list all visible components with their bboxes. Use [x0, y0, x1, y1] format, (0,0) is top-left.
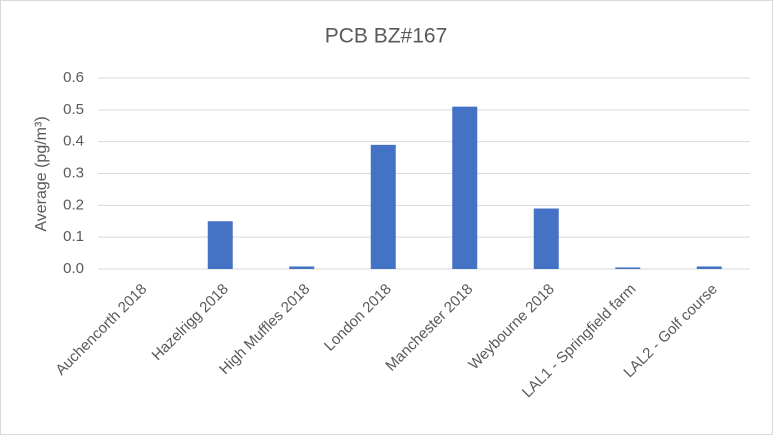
y-tick-label: 0.5	[63, 101, 84, 118]
bar	[615, 267, 641, 269]
y-tick-label: 0.6	[63, 69, 84, 86]
bar	[696, 266, 722, 269]
bar	[533, 208, 559, 269]
bar	[452, 106, 478, 270]
bar	[370, 144, 396, 269]
y-axis-label: Average (pg/m³)	[33, 116, 50, 231]
bar	[207, 221, 233, 269]
y-tick-label: 0.1	[63, 228, 84, 245]
y-tick-label: 0.2	[63, 196, 84, 213]
bar	[289, 266, 315, 269]
y-tick-label: 0.4	[63, 133, 84, 150]
y-tick-label: 0.0	[63, 260, 84, 277]
chart-title: PCB BZ#167	[325, 25, 448, 48]
y-tick-label: 0.3	[63, 164, 84, 181]
